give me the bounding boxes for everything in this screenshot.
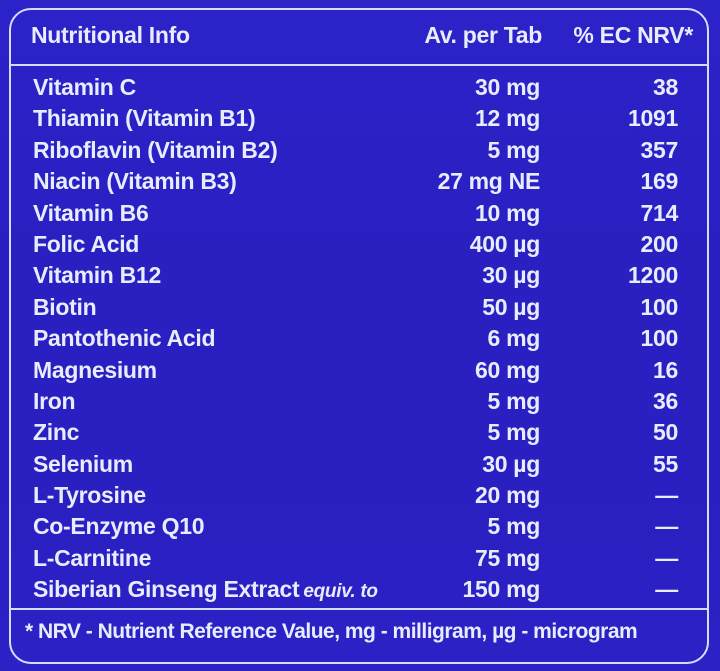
- nutrient-name: Vitamin B12: [33, 262, 161, 289]
- nutrient-nrv: 1200: [628, 262, 678, 289]
- nutrient-name: L-Tyrosine: [33, 482, 146, 509]
- table-row: Pantothenic Acid 6 mg 100: [11, 323, 707, 354]
- table-row: Vitamin B12 30 µg 1200: [11, 260, 707, 291]
- table-row: Co-Enzyme Q10 5 mg —: [11, 511, 707, 542]
- nutrient-nrv: 714: [640, 199, 679, 226]
- nutrient-amount: 27 mg NE: [437, 168, 541, 195]
- table-row: Siberian Ginseng Extract equiv. to 150 mg…: [11, 574, 707, 605]
- nutrient-name-text: Siberian Ginseng Extract: [33, 576, 300, 603]
- nutrient-amount: 5 mg: [487, 513, 541, 540]
- nutrient-name: Selenium: [33, 450, 133, 477]
- header-nrv-column: % EC NRV*: [573, 22, 693, 48]
- table-row: L-Carnitine 75 mg —: [11, 543, 707, 574]
- nutrient-amount: 400 µg: [469, 230, 541, 257]
- nutrient-amount: 75 mg: [475, 544, 540, 571]
- table-row: Thiamin (Vitamin B1) 12 mg 1091: [11, 103, 707, 134]
- nutrient-amount: 150 mg: [462, 576, 541, 603]
- table-row: Vitamin B6 10 mg 714: [11, 198, 707, 229]
- nutrient-name: Folic Acid: [33, 230, 140, 257]
- nutrient-name: Niacin (Vitamin B3): [33, 168, 237, 195]
- nutrient-nrv: 50: [653, 419, 678, 446]
- nutrient-amount: 10 mg: [475, 199, 540, 226]
- nutrient-nrv: 200: [640, 230, 679, 257]
- nutrient-name: Zinc: [33, 419, 80, 446]
- nutrient-nrv: 100: [640, 293, 679, 320]
- header-amount-column: Av. per Tab: [424, 22, 542, 48]
- table-row: Folic Acid 400 µg 200: [11, 229, 707, 260]
- nutrient-nrv: 55: [653, 450, 678, 477]
- nutrient-nrv: 169: [640, 168, 679, 195]
- nutrient-nrv: —: [655, 482, 678, 509]
- nutrient-amount: 60 mg: [475, 356, 540, 383]
- nutrient-nrv: 1091: [628, 105, 678, 132]
- table-row: Zinc 5 mg 50: [11, 417, 707, 448]
- footnote: * NRV - Nutrient Reference Value, mg - m…: [11, 608, 707, 662]
- nutrient-name: Co-Enzyme Q10: [33, 513, 205, 540]
- nutrient-name: Vitamin C: [33, 74, 136, 100]
- nutrient-name: Pantothenic Acid: [33, 325, 216, 352]
- nutrient-amount: 5 mg: [487, 419, 541, 446]
- nutrient-amount: 50 µg: [482, 293, 540, 320]
- nutrient-name: Iron: [33, 387, 76, 414]
- table-row: Magnesium 60 mg 16: [11, 355, 707, 386]
- nutrient-amount: 30 mg: [475, 74, 540, 100]
- header-title: Nutritional Info: [31, 22, 190, 48]
- nutrient-amount: 12 mg: [475, 105, 540, 132]
- nutrient-amount: 20 mg: [475, 482, 540, 509]
- nutrient-nrv: —: [655, 513, 678, 540]
- nutrient-nrv: 357: [640, 136, 679, 163]
- table-row: Vitamin C 30 mg 38: [11, 72, 707, 103]
- nutrient-nrv: 36: [653, 387, 678, 414]
- nutrient-name: Thiamin (Vitamin B1): [33, 105, 256, 132]
- table-row: Riboflavin (Vitamin B2) 5 mg 357: [11, 135, 707, 166]
- nutrient-name: Vitamin B6: [33, 199, 149, 226]
- nutrient-note: equiv. to: [303, 581, 378, 603]
- nutrient-nrv: 100: [640, 325, 679, 352]
- nutrient-nrv: —: [655, 544, 678, 571]
- table-row: Biotin 50 µg 100: [11, 292, 707, 323]
- nutrient-amount: 30 µg: [482, 262, 540, 289]
- nutrient-nrv: —: [655, 576, 678, 603]
- nutrient-amount: 5 mg: [487, 387, 541, 414]
- table-row: L-Tyrosine 20 mg —: [11, 480, 707, 511]
- table-header: Nutritional Info Av. per Tab % EC NRV*: [11, 10, 707, 66]
- nutrient-name: Siberian Ginseng Extract equiv. to: [33, 576, 378, 603]
- nutrient-name: Biotin: [33, 293, 97, 320]
- table-row: Iron 5 mg 36: [11, 386, 707, 417]
- nutrient-nrv: 16: [653, 356, 678, 383]
- nutrient-name: Riboflavin (Vitamin B2): [33, 136, 278, 163]
- footnote-text: * NRV - Nutrient Reference Value, mg - m…: [25, 620, 638, 643]
- nutrient-name: L-Carnitine: [33, 544, 152, 571]
- nutrient-nrv: 38: [653, 74, 678, 100]
- nutrient-amount: 30 µg: [482, 450, 540, 477]
- nutrient-rows: Vitamin C 30 mg 38 Thiamin (Vitamin B1) …: [11, 72, 707, 606]
- table-row: Niacin (Vitamin B3) 27 mg NE 169: [11, 166, 707, 197]
- nutrient-amount: 6 mg: [487, 325, 541, 352]
- nutrient-name: Magnesium: [33, 356, 157, 383]
- table-row: Selenium 30 µg 55: [11, 449, 707, 480]
- nutrient-amount: 5 mg: [487, 136, 541, 163]
- nutrition-panel: Nutritional Info Av. per Tab % EC NRV* V…: [9, 8, 709, 664]
